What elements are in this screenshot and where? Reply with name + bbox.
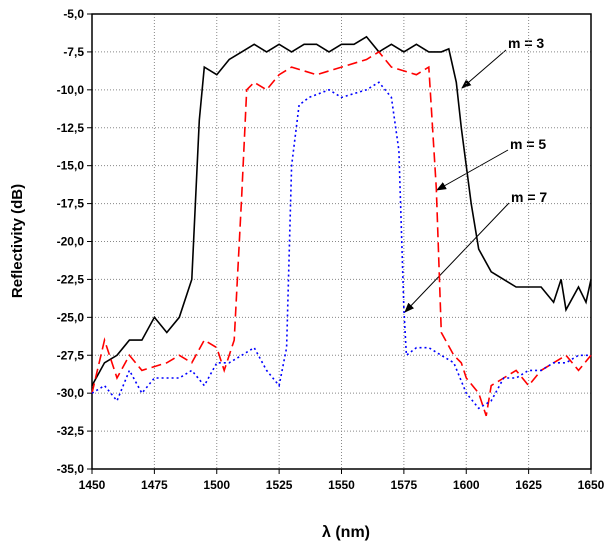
arrow xyxy=(461,49,507,89)
arrow xyxy=(436,149,509,191)
y-tick-label: -22,5 xyxy=(57,272,85,286)
annotation: m = 7 xyxy=(511,189,547,205)
x-tick-label: 1500 xyxy=(203,478,230,492)
x-tick-label: 1650 xyxy=(578,478,605,492)
y-tick-label: -5,0 xyxy=(63,7,84,21)
y-tick-label: -30,0 xyxy=(57,386,85,400)
x-tick-label: 1475 xyxy=(141,478,168,492)
y-tick-label: -12,5 xyxy=(57,121,85,135)
plot-frame xyxy=(91,13,592,470)
y-tick-label: -10,0 xyxy=(57,83,85,97)
y-tick-label: -27,5 xyxy=(57,348,85,362)
arrow xyxy=(404,202,510,313)
annotation: m = 3 xyxy=(508,35,544,51)
y-tick-label: -17,5 xyxy=(57,197,85,211)
x-tick-label: 1450 xyxy=(79,478,106,492)
y-tick-label: -32,5 xyxy=(57,424,85,438)
y-tick-label: -25,0 xyxy=(57,310,85,324)
series-line xyxy=(91,50,592,417)
x-tick-label: 1600 xyxy=(453,478,480,492)
x-tick-label: 1525 xyxy=(266,478,293,492)
x-tick-label: 1575 xyxy=(391,478,418,492)
y-tick-label: -7,5 xyxy=(63,45,84,59)
x-tick-label: 1550 xyxy=(328,478,355,492)
series-line xyxy=(91,35,592,386)
y-tick-label: -20,0 xyxy=(57,235,85,249)
y-axis-label: Reflectivity (dB) xyxy=(9,184,26,298)
x-axis-label: λ (nm) xyxy=(322,524,370,541)
y-tick-label: -35,0 xyxy=(57,462,85,476)
x-tick-label: 1625 xyxy=(515,478,542,492)
y-tick-label: -15,0 xyxy=(57,159,85,173)
